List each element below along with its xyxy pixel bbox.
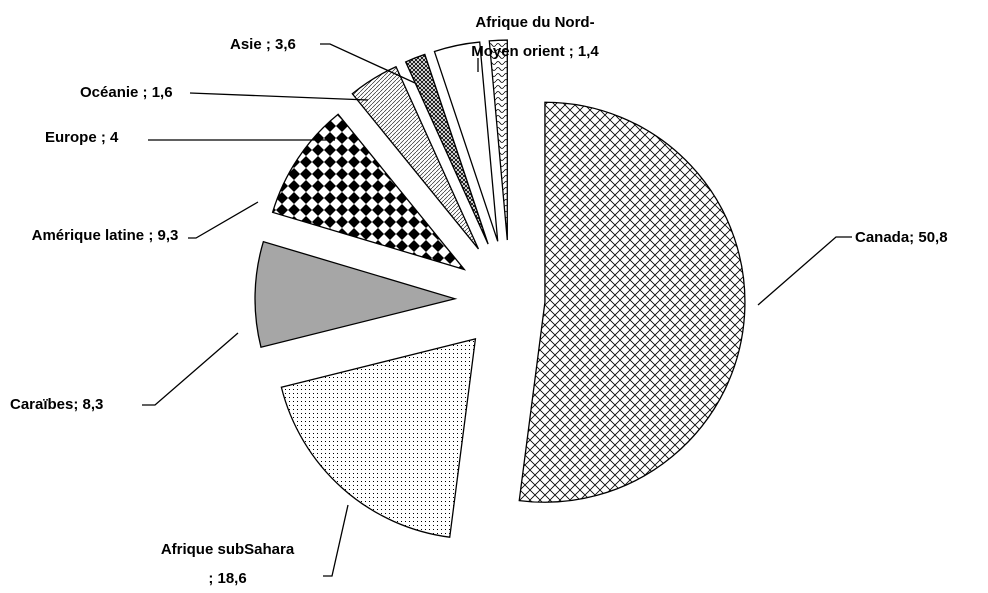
category-label: Asie ;	[230, 36, 271, 53]
slice-label: Asie ; 3,6	[230, 30, 330, 59]
value-label: 3,6	[275, 36, 296, 53]
leader-line	[320, 43, 416, 84]
leader-line	[142, 332, 239, 406]
slice-label: Europe ; 4	[45, 123, 155, 152]
category-label: Océanie ;	[80, 84, 148, 101]
pie-slice	[518, 101, 746, 503]
value-label: 50,8	[918, 229, 948, 246]
slice-label: Amérique latine ; 9,3	[20, 221, 190, 250]
leader-line	[188, 201, 259, 239]
category-label: Amérique latine ;	[31, 227, 154, 244]
leader-line	[189, 92, 369, 101]
slice-label: Afrique du Nord-Moyen orient ; 1,4	[455, 8, 615, 66]
pie-slice	[404, 53, 489, 245]
value-label: 9,3	[157, 227, 179, 244]
category-label: Caraïbes;	[10, 396, 79, 413]
value-label: 1,6	[151, 84, 173, 101]
slice-label: Caraïbes; 8,3	[10, 390, 150, 419]
category-label: Afrique subSahara ;	[160, 541, 295, 587]
category-label: Canada;	[855, 229, 915, 246]
leader-line	[757, 236, 852, 306]
pie-slice	[271, 113, 467, 271]
leader-line	[323, 504, 349, 577]
slice-label: Afrique subSahara ; 18,6	[160, 535, 295, 593]
slice-label: Océanie ; 1,6	[80, 78, 200, 107]
slice-label: Canada; 50,8	[855, 223, 988, 252]
value-label: 4	[110, 129, 119, 146]
value-label: 1,4	[577, 43, 599, 60]
pie-slice	[280, 337, 477, 538]
pie-slice	[433, 41, 499, 242]
pie-slice	[351, 65, 480, 250]
value-label: 8,3	[82, 396, 104, 413]
category-label: Europe ;	[45, 129, 106, 146]
pie-slice	[488, 39, 508, 241]
value-label: 18,6	[217, 570, 247, 587]
category-label: Afrique du Nord-Moyen orient ;	[471, 14, 595, 60]
pie-slice	[254, 240, 458, 348]
